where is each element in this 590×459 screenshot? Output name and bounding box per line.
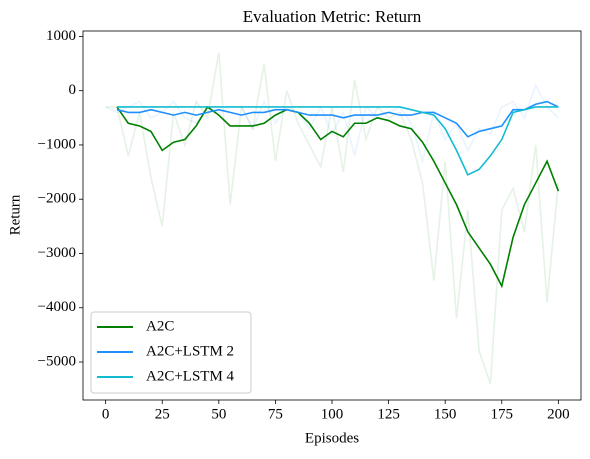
y-tick-label: −3000 [38, 245, 76, 261]
y-tick-label: −2000 [38, 191, 76, 207]
y-tick-label: 0 [69, 82, 77, 98]
x-tick-label: 125 [377, 406, 400, 422]
series-line [116, 105, 560, 289]
legend-label: A2C [146, 318, 174, 334]
plot-frame [82, 30, 582, 401]
legend-box [90, 311, 252, 394]
x-tick-label: 50 [211, 406, 226, 422]
y-tick-label: 1000 [46, 28, 76, 44]
x-tick-label: 25 [155, 406, 170, 422]
series-line [105, 83, 559, 165]
x-tick-label: 100 [321, 406, 344, 422]
y-tick-label: −4000 [38, 299, 76, 315]
x-tick-label: 150 [434, 406, 457, 422]
y-tick-label: −5000 [38, 353, 76, 369]
legend-label: A2C+LSTM 2 [146, 343, 234, 359]
x-tick-label: 200 [547, 406, 570, 422]
series-line [116, 106, 559, 176]
y-tick-label: −1000 [38, 136, 76, 152]
x-tick-label: 75 [268, 406, 283, 422]
x-tick-label: 175 [491, 406, 514, 422]
y-axis-label: Return [7, 194, 23, 235]
series-line [116, 100, 559, 138]
x-tick-label: 0 [102, 406, 110, 422]
x-axis-label: Episodes [305, 430, 359, 446]
chart-title: Evaluation Metric: Return [243, 7, 422, 26]
legend-label: A2C+LSTM 4 [146, 368, 235, 384]
